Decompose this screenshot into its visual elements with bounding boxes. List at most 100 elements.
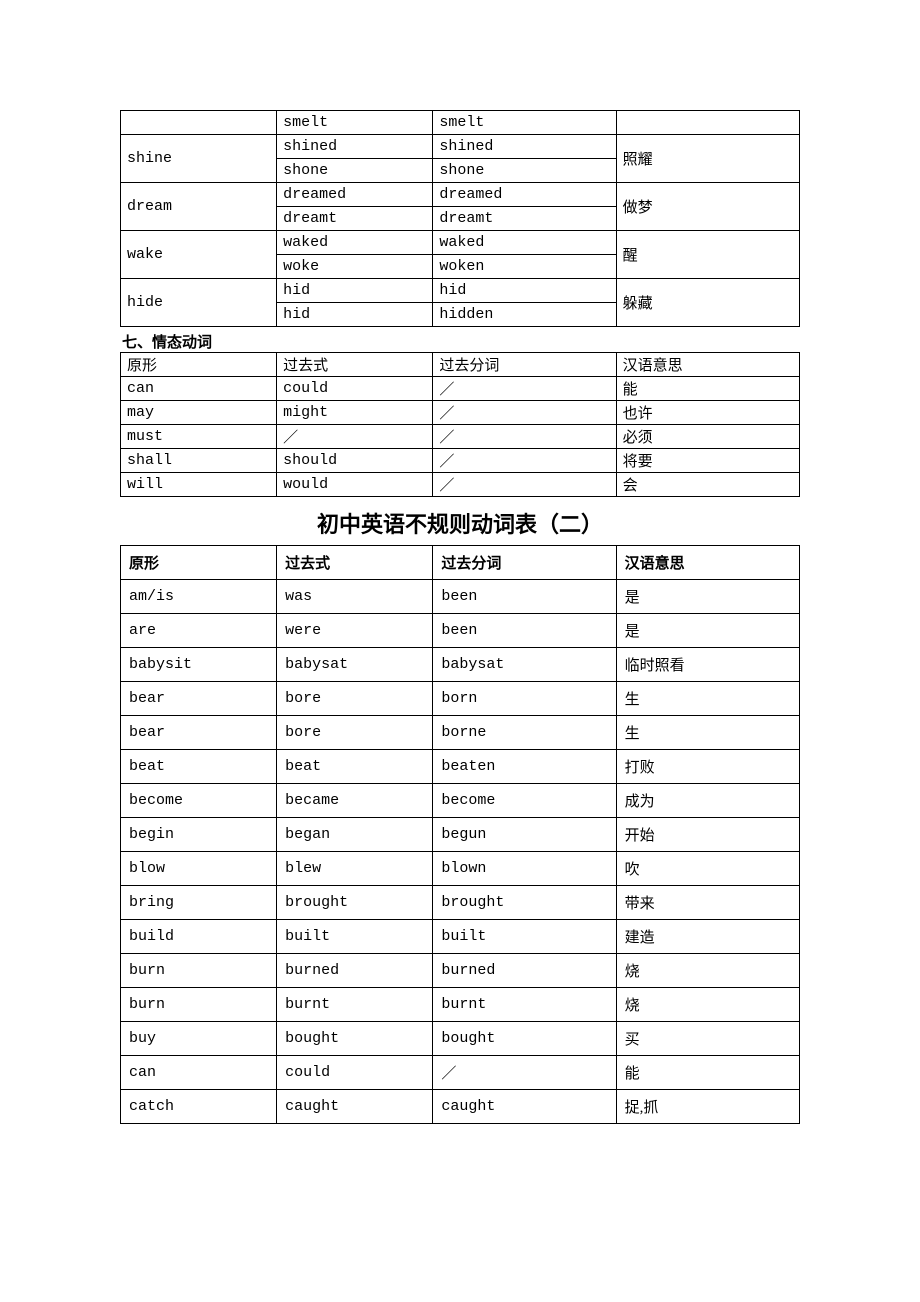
cell: became bbox=[277, 784, 433, 818]
cell-past: dreamt bbox=[277, 207, 433, 231]
cell: become bbox=[433, 784, 616, 818]
table-row: blowblewblown吹 bbox=[121, 852, 800, 886]
table-row: beatbeatbeaten打败 bbox=[121, 750, 800, 784]
cell: will bbox=[121, 473, 277, 497]
cell-meaning: 做梦 bbox=[616, 183, 799, 231]
cell-past: hid bbox=[277, 279, 433, 303]
table-row: babysitbabysatbabysat临时照看 bbox=[121, 648, 800, 682]
column-header: 过去式 bbox=[277, 546, 433, 580]
cell: caught bbox=[433, 1090, 616, 1124]
cell: was bbox=[277, 580, 433, 614]
cell: bear bbox=[121, 682, 277, 716]
cell-meaning bbox=[616, 111, 799, 135]
cell: buy bbox=[121, 1022, 277, 1056]
cell: ／ bbox=[433, 425, 616, 449]
cell-meaning: 生 bbox=[616, 682, 799, 716]
cell: bore bbox=[277, 716, 433, 750]
cell: begun bbox=[433, 818, 616, 852]
cell: were bbox=[277, 614, 433, 648]
cell: bore bbox=[277, 682, 433, 716]
cell: babysit bbox=[121, 648, 277, 682]
table-row: smeltsmelt bbox=[121, 111, 800, 135]
table-row: buildbuiltbuilt建造 bbox=[121, 920, 800, 954]
cell: blown bbox=[433, 852, 616, 886]
cell: bought bbox=[277, 1022, 433, 1056]
cell-past: shined bbox=[277, 135, 433, 159]
cell: ／ bbox=[433, 377, 616, 401]
cell-pp: hid bbox=[433, 279, 616, 303]
table-row: must／／必须 bbox=[121, 425, 800, 449]
cell: might bbox=[277, 401, 433, 425]
cell: ／ bbox=[433, 1056, 616, 1090]
cell-meaning: 醒 bbox=[616, 231, 799, 279]
cell-meaning: 也许 bbox=[616, 401, 799, 425]
cell-meaning: 开始 bbox=[616, 818, 799, 852]
verbs-table-1: smeltsmeltshineshinedshined照耀shoneshoned… bbox=[120, 110, 800, 327]
table-row: cancould／能 bbox=[121, 377, 800, 401]
cell-meaning: 能 bbox=[616, 1056, 799, 1090]
cell-meaning: 必须 bbox=[616, 425, 799, 449]
cell: can bbox=[121, 377, 277, 401]
table-row: bearboreborn生 bbox=[121, 682, 800, 716]
cell-meaning: 烧 bbox=[616, 988, 799, 1022]
cell-meaning: 将要 bbox=[616, 449, 799, 473]
cell-pp: waked bbox=[433, 231, 616, 255]
table-row: cancould／能 bbox=[121, 1056, 800, 1090]
table-row: wakewakedwaked醒 bbox=[121, 231, 800, 255]
cell-pp: dreamt bbox=[433, 207, 616, 231]
column-header: 过去分词 bbox=[433, 353, 616, 377]
cell: brought bbox=[277, 886, 433, 920]
cell: built bbox=[277, 920, 433, 954]
cell: beaten bbox=[433, 750, 616, 784]
cell-pp: hidden bbox=[433, 303, 616, 327]
cell: bought bbox=[433, 1022, 616, 1056]
cell: must bbox=[121, 425, 277, 449]
column-header: 过去式 bbox=[277, 353, 433, 377]
cell: could bbox=[277, 1056, 433, 1090]
cell-meaning: 是 bbox=[616, 614, 799, 648]
cell: may bbox=[121, 401, 277, 425]
cell: bear bbox=[121, 716, 277, 750]
cell: burned bbox=[277, 954, 433, 988]
cell: can bbox=[121, 1056, 277, 1090]
cell-past: woke bbox=[277, 255, 433, 279]
cell-meaning: 照耀 bbox=[616, 135, 799, 183]
table-row: catchcaughtcaught捉,抓 bbox=[121, 1090, 800, 1124]
cell-meaning: 生 bbox=[616, 716, 799, 750]
cell-pp: shined bbox=[433, 135, 616, 159]
cell-past: shone bbox=[277, 159, 433, 183]
cell-meaning: 捉,抓 bbox=[616, 1090, 799, 1124]
verbs-table-2: 原形过去式过去分词汉语意思am/iswasbeen是arewerebeen是ba… bbox=[120, 545, 800, 1124]
cell: become bbox=[121, 784, 277, 818]
cell-base bbox=[121, 111, 277, 135]
cell: could bbox=[277, 377, 433, 401]
cell-pp: shone bbox=[433, 159, 616, 183]
table-row: dreamdreameddreamed做梦 bbox=[121, 183, 800, 207]
column-header: 过去分词 bbox=[433, 546, 616, 580]
cell-base: shine bbox=[121, 135, 277, 183]
table-row: bringbroughtbrought带来 bbox=[121, 886, 800, 920]
cell: born bbox=[433, 682, 616, 716]
cell-meaning: 买 bbox=[616, 1022, 799, 1056]
cell-meaning: 躲藏 bbox=[616, 279, 799, 327]
table-row: buyboughtbought买 bbox=[121, 1022, 800, 1056]
cell: am/is bbox=[121, 580, 277, 614]
cell-meaning: 打败 bbox=[616, 750, 799, 784]
cell: blew bbox=[277, 852, 433, 886]
cell-meaning: 成为 bbox=[616, 784, 799, 818]
cell: been bbox=[433, 614, 616, 648]
cell-meaning: 临时照看 bbox=[616, 648, 799, 682]
cell-pp: dreamed bbox=[433, 183, 616, 207]
cell: burnt bbox=[433, 988, 616, 1022]
cell-past: dreamed bbox=[277, 183, 433, 207]
cell-base: dream bbox=[121, 183, 277, 231]
cell: beat bbox=[121, 750, 277, 784]
cell: blow bbox=[121, 852, 277, 886]
cell: build bbox=[121, 920, 277, 954]
cell: shall bbox=[121, 449, 277, 473]
table-row: shineshinedshined照耀 bbox=[121, 135, 800, 159]
cell-past: hid bbox=[277, 303, 433, 327]
cell-meaning: 会 bbox=[616, 473, 799, 497]
modal-verbs-table: 原形过去式过去分词汉语意思cancould／能maymight／也许must／／… bbox=[120, 352, 800, 497]
table-row: shallshould／将要 bbox=[121, 449, 800, 473]
